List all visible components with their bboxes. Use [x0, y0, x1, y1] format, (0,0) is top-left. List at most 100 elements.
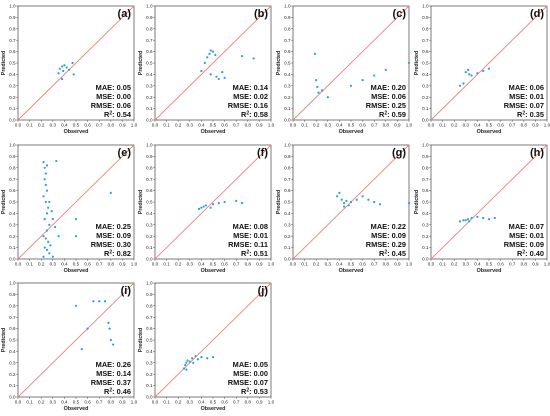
metric-rmse: RMSE: 0.30: [91, 240, 131, 249]
data-point: [74, 218, 78, 221]
data-point: [92, 300, 95, 303]
x-tick-label: 0.4: [198, 400, 205, 405]
metric-r2: R2: 0.59: [379, 110, 406, 119]
metric-mae: MAE: 0.07: [509, 222, 544, 231]
metric-mae: MAE: 0.05: [96, 83, 131, 92]
x-tick-label: 0.1: [301, 262, 308, 267]
data-point: [86, 327, 89, 330]
metric-r2: R2: 0.82: [104, 249, 131, 258]
data-point: [200, 356, 203, 359]
y-tick-label: 0.0: [284, 118, 291, 123]
data-point: [215, 75, 218, 78]
metric-rmse: RMSE: 0.07: [228, 378, 268, 387]
data-point: [62, 69, 65, 73]
x-tick-label: 0.8: [245, 123, 252, 128]
metric-rmse: RMSE: 0.06: [91, 101, 131, 110]
data-point: [112, 343, 115, 346]
y-tick-label: 0.5: [284, 61, 291, 66]
data-point: [217, 77, 220, 81]
data-point: [340, 198, 343, 201]
scatter-panel-g: 0.00.0 0.1 0.1 0.2 0.2 0.3 0.3 0.4 0.4 0.5 0.5 0.6 0…: [276, 143, 413, 274]
y-tick-label: 0.3: [9, 360, 16, 365]
y-tick-label: 0.3: [146, 222, 153, 227]
data-point: [482, 69, 485, 73]
y-tick-label: 0.3: [284, 83, 291, 88]
y-tick-label: 0.1: [422, 245, 429, 250]
x-tick-label: 0.5: [73, 262, 80, 267]
y-tick-label: 0.0: [284, 257, 291, 262]
x-tick-label: 0.7: [233, 400, 240, 405]
y-tick-label: 0.5: [146, 200, 153, 205]
y-tick-label: 0.0: [9, 118, 16, 123]
y-tick-label: 0.8: [284, 165, 291, 170]
data-point: [361, 79, 364, 82]
data-point: [206, 357, 209, 360]
metric-rmse: RMSE: 0.37: [91, 378, 131, 387]
data-point: [44, 172, 47, 175]
x-tick-label: 0.1: [301, 123, 308, 128]
data-point: [63, 64, 66, 67]
data-point: [109, 338, 112, 342]
y-tick-label: 0.1: [146, 245, 153, 250]
x-tick-label: 0.3: [463, 262, 470, 267]
x-tick-label: 0.1: [163, 123, 170, 128]
y-tick-label: 0.2: [284, 95, 291, 100]
data-point: [384, 68, 387, 71]
y-tick-label: 0.2: [9, 234, 16, 239]
x-tick-label: 0.0: [428, 262, 435, 267]
data-point: [373, 200, 376, 204]
data-point: [98, 300, 101, 303]
x-tick-label: 0.9: [256, 262, 263, 267]
x-tick-label: 0.8: [383, 123, 390, 128]
identity-line: [17, 144, 135, 260]
data-point: [476, 215, 479, 218]
x-tick-label: 0.8: [521, 123, 528, 128]
y-tick-label: 0.0: [422, 118, 429, 123]
data-point: [107, 321, 110, 324]
data-point: [55, 159, 58, 163]
data-point: [355, 198, 358, 201]
metric-rmse: RMSE: 0.07: [504, 101, 544, 110]
y-tick-label: 0.0: [146, 118, 153, 123]
metric-r2: R2: 0.58: [241, 110, 268, 119]
y-tick-label: 0.6: [9, 49, 16, 54]
y-tick-label: 1.0: [9, 4, 16, 9]
data-point: [464, 219, 467, 222]
data-point: [342, 202, 346, 205]
x-tick-label: 1.0: [131, 400, 138, 405]
metric-mse: MSE: 0.01: [509, 92, 544, 101]
y-tick-label: 0.3: [9, 222, 16, 227]
y-tick-label: 0.8: [9, 303, 16, 308]
y-axis-label: Predicted: [1, 190, 7, 215]
y-tick-label: 0.6: [146, 326, 153, 331]
data-point: [48, 223, 51, 226]
data-point: [349, 84, 353, 87]
data-point: [223, 200, 226, 204]
x-tick-label: 0.9: [256, 400, 263, 405]
panel-label: (f): [257, 147, 268, 159]
y-tick-label: 0.0: [146, 257, 153, 262]
identity-line: [430, 5, 548, 121]
data-point: [57, 235, 60, 238]
x-tick-label: 0.1: [163, 400, 170, 405]
data-point: [184, 363, 187, 367]
x-tick-label: 0.6: [221, 400, 228, 405]
data-point: [464, 71, 467, 74]
identity-line: [154, 5, 272, 121]
data-point: [470, 216, 473, 220]
data-point: [462, 219, 465, 222]
data-point: [235, 199, 238, 202]
y-tick-label: 0.9: [422, 15, 429, 20]
y-tick-label: 0.6: [9, 188, 16, 193]
x-tick-label: 0.3: [50, 262, 57, 267]
data-point: [487, 67, 491, 70]
x-tick-label: 0.3: [325, 123, 332, 128]
x-tick-label: 0.5: [210, 123, 217, 128]
data-point: [67, 68, 71, 71]
x-axis-label: Observed: [201, 129, 226, 135]
x-tick-label: 1.0: [544, 123, 550, 128]
y-tick-label: 0.2: [9, 95, 16, 100]
x-tick-label: 0.8: [108, 262, 115, 267]
data-point: [49, 244, 52, 247]
data-point: [316, 85, 319, 89]
